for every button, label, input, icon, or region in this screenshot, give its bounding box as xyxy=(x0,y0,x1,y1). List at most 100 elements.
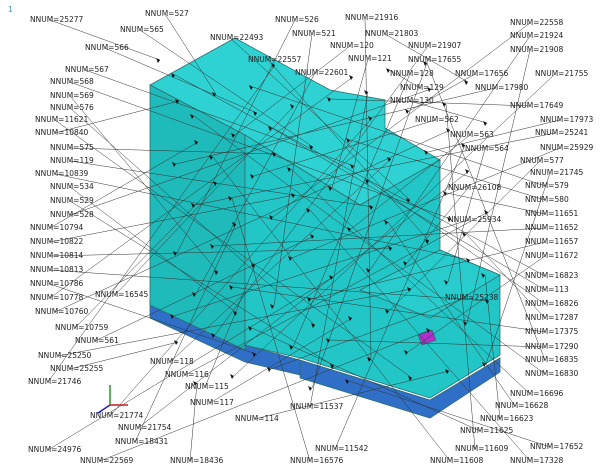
node-marker xyxy=(367,357,371,362)
leader-line xyxy=(427,119,561,153)
node-label: NNUM=17655 xyxy=(408,55,462,64)
node-label: NNUM=16545 xyxy=(95,290,149,299)
leader-line xyxy=(213,227,546,247)
leader-line xyxy=(233,73,556,377)
leader-line xyxy=(406,187,469,264)
node-label: NNUM=17656 xyxy=(455,69,509,78)
node-marker xyxy=(443,191,447,196)
leader-line xyxy=(273,33,313,307)
node-marker xyxy=(173,251,177,256)
leader-line xyxy=(204,264,256,388)
node-marker xyxy=(346,138,350,143)
node-marker xyxy=(248,326,252,331)
node-marker xyxy=(209,155,213,160)
node-label: NNUM=569 xyxy=(50,91,94,100)
triad xyxy=(97,385,128,414)
node-marker xyxy=(462,232,466,237)
node-label: NNUM=10814 xyxy=(30,251,84,260)
node-marker xyxy=(350,164,354,169)
node-marker xyxy=(172,162,176,167)
leader-line xyxy=(47,64,276,383)
purple-part xyxy=(417,329,437,346)
leader-line xyxy=(291,147,561,259)
node-marker xyxy=(306,208,310,213)
leader-line xyxy=(254,370,450,420)
leader-line xyxy=(193,115,546,375)
node-label: NNUM=528 xyxy=(50,210,94,219)
node-label: NNUM=18436 xyxy=(170,456,224,465)
node-marker xyxy=(463,321,467,326)
node-label: NNUM=11609 xyxy=(455,444,509,453)
leader-line xyxy=(94,235,315,342)
node-marker xyxy=(481,273,485,278)
node-marker xyxy=(329,275,333,280)
node-marker xyxy=(327,97,331,102)
leader-line xyxy=(334,144,466,450)
node-marker xyxy=(445,369,449,374)
leader-line xyxy=(310,241,546,300)
node-label: NNUM=11657 xyxy=(525,237,579,246)
node-label: NNUM=10760 xyxy=(35,307,89,316)
node-marker xyxy=(345,379,349,384)
leader-line xyxy=(251,327,481,432)
node-label: NNUM=534 xyxy=(50,182,94,191)
leader-line xyxy=(189,382,198,462)
node-label: NNUM=11672 xyxy=(525,251,579,260)
node-marker xyxy=(175,99,179,104)
leader-line xyxy=(309,91,369,408)
node-marker xyxy=(328,186,332,191)
node-labels: NNUM=25277 NNUM=566 NNUM=567 NNUM=568 NNUM=5… xyxy=(28,9,594,465)
node-label: NNUM=21755 xyxy=(535,69,589,78)
node-label: NNUM=11652 xyxy=(525,223,579,232)
node-marker xyxy=(482,362,486,367)
leader-line xyxy=(292,73,411,348)
leader-line xyxy=(69,107,316,326)
node-label: NNUM=11537 xyxy=(290,402,344,411)
node-label: NNUM=21746 xyxy=(28,377,82,386)
node-label: NNUM=24976 xyxy=(28,445,82,454)
node-marker xyxy=(388,246,392,251)
node-label: NNUM=129 xyxy=(400,83,444,92)
leader-line xyxy=(229,37,411,201)
node-marker xyxy=(404,350,408,355)
node-label: NNUM=563 xyxy=(450,130,494,139)
leader-line xyxy=(389,69,421,89)
node-label: NNUM=21924 xyxy=(510,31,564,40)
node-marker xyxy=(289,345,293,350)
node-label: NNUM=10759 xyxy=(55,323,109,332)
node-label: NNUM=16826 xyxy=(525,299,579,308)
node-label: NNUM=21754 xyxy=(118,423,172,432)
leader-line xyxy=(69,186,238,314)
leader-line xyxy=(134,223,237,443)
node-marker xyxy=(444,280,448,285)
node-marker xyxy=(212,92,216,97)
node-marker xyxy=(171,73,175,78)
leader-line xyxy=(54,119,413,379)
leader-line xyxy=(99,329,431,462)
node-label: NNUM=561 xyxy=(75,336,119,345)
leader-line xyxy=(329,339,546,348)
leader-line xyxy=(231,197,311,462)
node-label: NNUM=10839 xyxy=(35,169,89,178)
node-marker xyxy=(326,338,330,343)
node-label: NNUM=16623 xyxy=(480,414,534,423)
node-label: NNUM=580 xyxy=(525,195,569,204)
node-label: NNUM=11651 xyxy=(525,209,579,218)
node-marker xyxy=(269,215,273,220)
node-marker xyxy=(406,198,410,203)
node-label: NNUM=25250 xyxy=(38,351,92,360)
node-marker xyxy=(311,323,315,328)
node-marker xyxy=(190,114,194,119)
leader-line xyxy=(49,141,199,229)
leader-line xyxy=(447,148,486,283)
node-label: NNUM=566 xyxy=(85,43,129,52)
node-label: NNUM=21803 xyxy=(365,29,419,38)
node-marker xyxy=(368,116,372,121)
leader-line xyxy=(176,19,296,254)
leader-line xyxy=(49,76,354,299)
leader-line xyxy=(54,173,471,261)
node-marker xyxy=(407,287,411,292)
leader-line xyxy=(407,255,546,353)
